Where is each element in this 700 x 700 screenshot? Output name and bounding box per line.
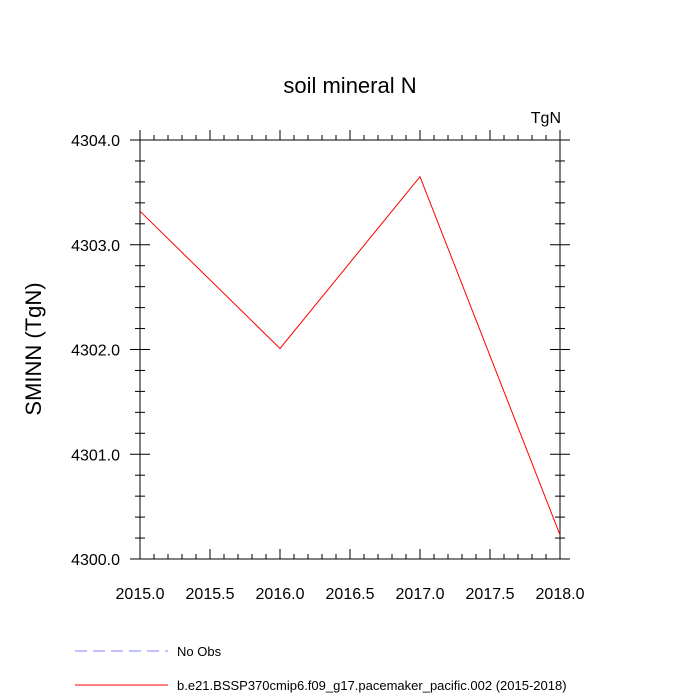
plot-frame (139, 139, 561, 560)
legend-label: b.e21.BSSP370cmip6.f09_g17.pacemaker_pac… (177, 678, 567, 693)
y-tick-label: 4303.0 (71, 238, 120, 255)
y-tick-label: 4304.0 (71, 133, 120, 150)
x-tick-label: 2017.0 (396, 586, 445, 603)
x-tick-label: 2017.5 (466, 586, 515, 603)
y-axis-label: SMINN (TgN) (21, 282, 46, 415)
x-tick-label: 2016.0 (256, 586, 305, 603)
units-label: TgN (531, 110, 561, 127)
y-tick-label: 4301.0 (71, 447, 120, 464)
legend: No Obs b.e21.BSSP370cmip6.f09_g17.pacemak… (75, 644, 567, 693)
x-tick-label: 2015.0 (116, 586, 165, 603)
x-tick-label: 2016.5 (326, 586, 375, 603)
legend-label: No Obs (177, 644, 222, 659)
y-tick-label: 4302.0 (71, 343, 120, 360)
chart-title: soil mineral N (283, 73, 416, 98)
series-line (139, 175, 561, 536)
x-tick-label: 2015.5 (186, 586, 235, 603)
y-tick-label: 4300.0 (71, 552, 120, 569)
x-tick-label: 2018.0 (536, 586, 585, 603)
